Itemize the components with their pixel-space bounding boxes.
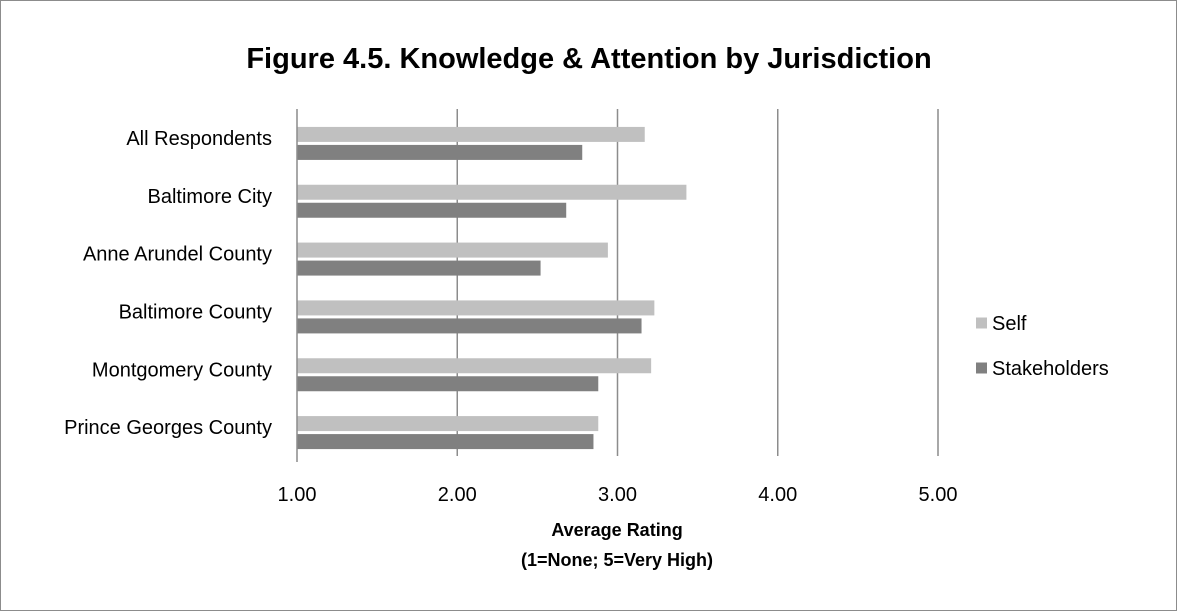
x-tick-label: 2.00	[438, 484, 477, 506]
bar-self-4	[297, 358, 652, 374]
x-tick-label: 3.00	[598, 484, 637, 506]
legend: Self Stakeholders	[976, 313, 1109, 380]
category-label: Baltimore County	[119, 301, 272, 323]
x-tick-label: 5.00	[919, 484, 958, 506]
legend-swatch-self	[976, 317, 987, 329]
bar-stakeholders-1	[297, 202, 567, 218]
category-label: All Respondents	[126, 128, 272, 150]
bar-self-2	[297, 242, 608, 258]
gridlines	[456, 109, 939, 456]
bars	[297, 126, 687, 450]
category-label: Anne Arundel County	[83, 244, 272, 266]
bar-stakeholders-5	[297, 434, 594, 450]
category-labels: All Respondents Baltimore City Anne Arunde…	[64, 128, 272, 439]
x-axis-title: Average Rating	[551, 520, 682, 540]
legend-label-self: Self	[992, 313, 1027, 335]
bar-self-3	[297, 300, 655, 316]
legend-swatch-stakeholders	[976, 362, 987, 374]
bar-stakeholders-2	[297, 260, 541, 276]
bar-stakeholders-3	[297, 318, 642, 334]
category-label: Montgomery County	[92, 359, 272, 381]
x-tick-label: 1.00	[278, 484, 317, 506]
x-tick-labels: 1.00 2.00 3.00 4.00 5.00	[278, 484, 958, 506]
chart-title: Figure 4.5. Knowledge & Attention by Jur…	[246, 43, 931, 75]
category-label: Baltimore City	[148, 186, 272, 208]
bar-self-1	[297, 184, 687, 200]
bar-self-0	[297, 126, 645, 142]
category-label: Prince Georges County	[64, 417, 272, 439]
bar-self-5	[297, 416, 599, 432]
bar-stakeholders-0	[297, 144, 583, 160]
x-tick-label: 4.00	[758, 484, 797, 506]
bar-stakeholders-4	[297, 376, 599, 392]
legend-label-stakeholders: Stakeholders	[992, 358, 1109, 380]
x-axis-subtitle: (1=None; 5=Very High)	[521, 550, 713, 570]
